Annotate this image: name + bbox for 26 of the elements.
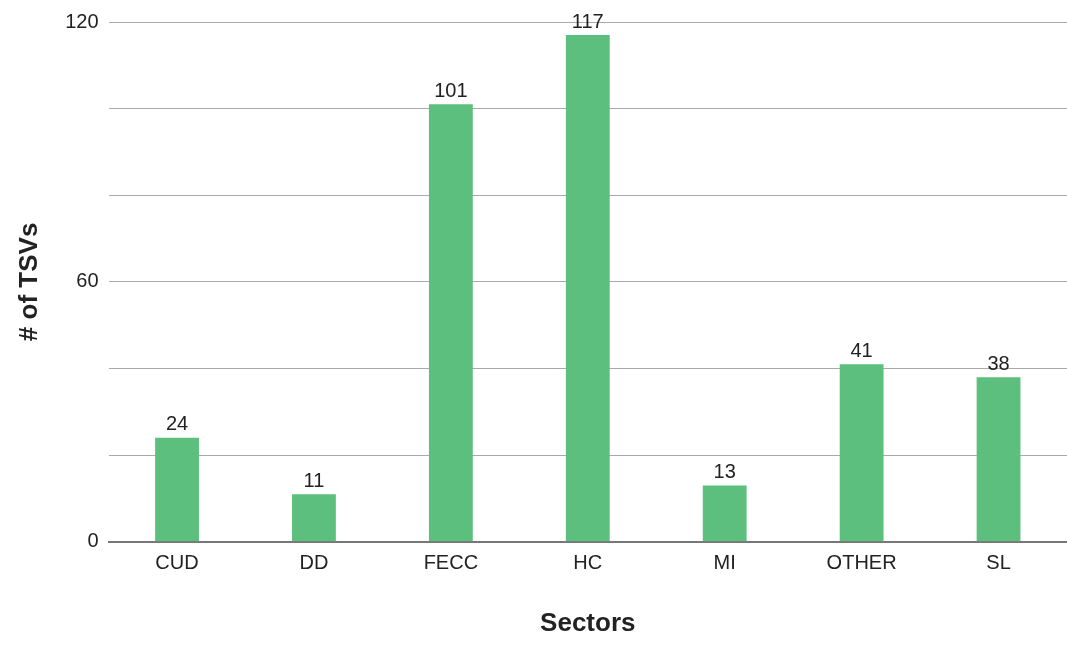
data-label: 24 <box>165 412 189 435</box>
y-tick-label: 0 <box>87 529 99 552</box>
x-tick-label: OTHER <box>826 551 897 574</box>
bar <box>976 377 1021 542</box>
data-label: 38 <box>987 351 1010 374</box>
data-label: 41 <box>850 338 873 361</box>
data-label: 117 <box>571 9 604 32</box>
bar <box>155 437 199 542</box>
y-axis-title: # of TSVs <box>12 222 43 342</box>
x-tick-label: CUD <box>155 551 199 574</box>
x-axis-title: Sectors <box>540 606 636 637</box>
x-tick-label: SL <box>986 551 1011 574</box>
data-label: 101 <box>434 78 468 101</box>
bar <box>839 364 884 542</box>
y-tick-label: 60 <box>76 269 99 292</box>
bar <box>428 104 473 542</box>
data-label: 13 <box>713 460 736 482</box>
bar <box>565 34 610 542</box>
x-tick-label: HC <box>573 551 603 574</box>
bar <box>292 494 336 542</box>
x-tick-label: FECC <box>423 551 479 574</box>
x-tick-label: DD <box>299 551 329 574</box>
bar <box>702 485 747 542</box>
y-tick-label: 120 <box>65 9 99 32</box>
x-tick-label: MI <box>713 551 736 574</box>
data-label: 11 <box>303 468 325 491</box>
